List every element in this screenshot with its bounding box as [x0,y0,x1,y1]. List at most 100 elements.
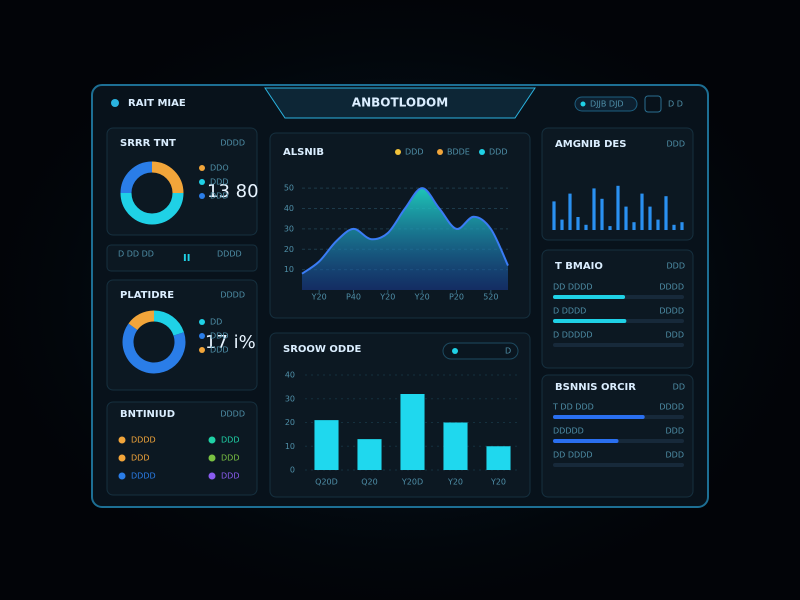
x-tick-label: Y20 [379,293,395,302]
donut-segment [120,161,153,194]
header-tab [264,87,536,119]
legend-dot [199,333,205,339]
panel [106,401,258,496]
progress-note: DDDD [659,307,684,316]
kpi: 17 i% [205,332,256,353]
legend-dot [208,454,216,462]
user: D D [668,100,683,109]
status-pill[interactable] [574,96,638,112]
kpi: 13 80 [207,181,259,202]
panel [106,127,258,236]
legend-dot [452,348,458,354]
legend-dot [118,454,126,462]
legend-dot [199,347,205,353]
panel-title: ALSNIB [283,147,324,158]
bar [552,201,556,230]
donut-segment [120,192,184,225]
panel [541,249,694,369]
x-tick-label: Y20 [447,478,463,487]
progress-note: DDDD [659,403,684,412]
list-item: DDDD [131,472,156,481]
bar [584,224,588,230]
donut-segment [151,161,184,194]
bar [616,185,620,230]
user-button[interactable] [644,95,662,113]
panel-title: SROOW ODDE [283,344,362,355]
panel-title: PLATIDRE [120,290,174,301]
legend-label: BDDE [447,148,470,157]
bar [632,222,636,230]
x-tick-label: Y20D [401,478,423,487]
bar [357,439,382,470]
progress-bar [553,295,626,299]
progress-note: DDDD [659,283,684,292]
panel-title: SRRR TNT [120,138,176,149]
header-title: ANBOTLODOM [352,96,448,110]
legend-label: DDD [210,332,228,341]
bar [648,206,652,230]
y-tick-label: 40 [284,204,294,213]
progress-bar [553,415,645,419]
legend-label: D [505,347,511,356]
legend-dot [479,149,485,155]
panel-tag: DDD [667,140,685,149]
legend-dot [118,436,126,444]
panel-title: BSNNIS ORCIR [555,382,636,393]
bar [624,206,628,230]
progress-track [553,343,684,347]
x-tick-label: P20 [449,293,464,302]
brand: RAIT MIAE [128,98,186,109]
progress-label: D DDDD [553,307,586,316]
legend-dot [118,472,126,480]
bar [443,422,468,470]
legend-dot [395,149,401,155]
legend-dot [199,319,205,325]
status: DJJB DJD [590,100,624,109]
bar [656,219,660,230]
legend-dot [208,472,216,480]
x-tick-label: Q20D [315,478,338,487]
list-item: DDDD [131,436,156,445]
y-tick-label: 10 [285,442,295,451]
bar [314,420,339,470]
progress-label: D DDDDD [553,331,593,340]
progress-label: DD DDDD [553,283,593,292]
list-item: DDD [221,436,239,445]
panel [541,127,694,241]
legend-label: DDO [210,164,229,173]
list-item: DDD [131,454,149,463]
legend-label: DD [210,318,222,327]
status-dot [580,101,586,107]
legend-box [442,342,519,360]
x-tick-label: P40 [346,293,361,302]
panel-title: AMGNIB DES [555,139,626,150]
bar [608,226,612,230]
progress-label: T DD DDD [552,403,594,412]
stat: D DD DD [118,250,154,259]
panel-title: BNTINIUD [120,409,175,420]
stat: DDDD [217,250,242,259]
stat: II [183,253,190,264]
y-tick-label: 20 [284,245,294,254]
bar [576,217,580,230]
panel-tag: DD [673,383,685,392]
legend-label: DDD [405,148,423,157]
progress-label: DDDDD [553,427,584,436]
legend-dot [199,193,205,199]
donut-segment [122,323,186,374]
bar [486,446,511,470]
area-line [301,187,509,275]
bar [560,219,564,230]
bar [592,188,596,230]
donut-segment [128,310,155,331]
y-tick-label: 50 [284,184,294,193]
panel-tag: DDDD [220,139,245,148]
progress-label: DD DDDD [553,451,593,460]
progress-note: DDD [666,427,684,436]
brand-icon [111,99,119,107]
panel-tag: DDDD [220,291,245,300]
progress-bar [553,439,619,443]
bar [600,198,604,230]
bar [664,196,668,230]
